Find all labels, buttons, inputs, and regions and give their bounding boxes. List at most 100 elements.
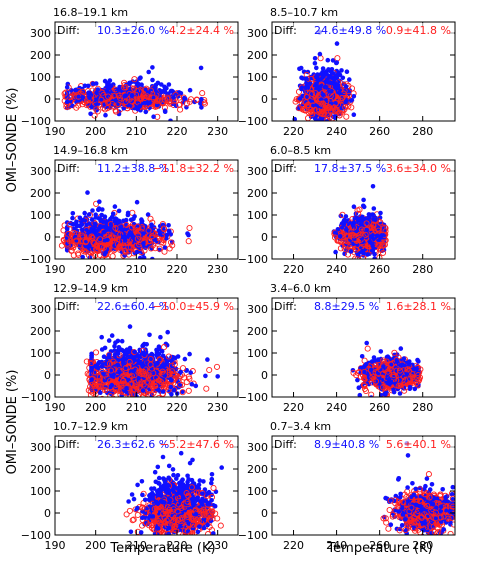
filled-point <box>109 224 114 230</box>
filled-point <box>112 218 117 224</box>
x-tick-label: 280 <box>412 125 433 138</box>
open-point <box>112 235 119 242</box>
y-tick-label: 300 <box>247 165 268 178</box>
filled-point <box>107 85 112 91</box>
filled-point <box>164 232 170 238</box>
open-point <box>147 215 154 222</box>
open-point <box>105 231 112 238</box>
filled-point <box>127 80 133 86</box>
filled-point <box>77 215 83 221</box>
filled-point <box>68 88 74 93</box>
open-point <box>295 88 303 95</box>
open-point <box>317 55 324 62</box>
filled-point <box>319 117 325 121</box>
open-point <box>362 231 369 238</box>
y-tick-label: −100 <box>21 115 51 128</box>
open-point <box>137 96 144 103</box>
filled-point <box>125 210 131 216</box>
open-point <box>351 260 356 265</box>
filled-point <box>314 75 320 80</box>
filled-point <box>159 89 165 94</box>
filled-point <box>372 217 378 222</box>
filled-point <box>129 92 135 98</box>
filled-point <box>70 221 76 227</box>
filled-point <box>64 226 70 232</box>
open-point <box>160 225 167 232</box>
filled-point <box>147 100 152 105</box>
open-point <box>109 101 116 108</box>
filled-point <box>300 76 306 81</box>
y-tick-label: 0 <box>44 231 51 244</box>
y-tick-label: 0 <box>261 93 268 106</box>
filled-point <box>152 237 157 242</box>
filled-point <box>84 222 89 227</box>
filled-point <box>370 212 376 217</box>
filled-point <box>116 220 121 225</box>
open-point <box>305 101 312 108</box>
filled-point <box>347 77 352 82</box>
open-point <box>117 94 124 102</box>
filled-point <box>137 103 143 109</box>
open-point <box>356 231 363 238</box>
open-point <box>84 100 91 107</box>
filled-point <box>107 78 113 83</box>
filled-point <box>324 71 329 77</box>
open-point <box>145 238 152 245</box>
filled-point <box>320 70 325 75</box>
filled-point <box>372 256 377 259</box>
open-point <box>199 90 206 97</box>
open-point <box>358 226 365 233</box>
filled-point <box>65 265 70 270</box>
y-tick-label: −100 <box>238 253 268 266</box>
filled-point <box>80 254 85 259</box>
open-point <box>100 244 107 251</box>
open-point <box>303 93 310 100</box>
open-point <box>106 122 111 127</box>
filled-point <box>368 234 374 239</box>
filled-point <box>365 252 371 257</box>
x-tick-label: 190 <box>45 263 66 276</box>
filled-point <box>149 222 154 227</box>
open-point <box>121 84 128 91</box>
filled-point <box>326 80 332 85</box>
y-tick-label: 100 <box>30 209 51 222</box>
open-point <box>82 239 89 246</box>
open-point <box>149 233 156 240</box>
open-point <box>89 87 96 94</box>
open-point <box>342 104 349 111</box>
filled-point <box>314 65 319 71</box>
filled-point <box>298 96 303 101</box>
open-point <box>327 107 334 114</box>
filled-point <box>312 56 318 61</box>
x-tick-label: 240 <box>326 125 347 138</box>
filled-point <box>314 81 319 87</box>
x-tick-label: 240 <box>326 263 347 276</box>
filled-point <box>359 235 365 241</box>
open-point <box>161 96 169 103</box>
open-point <box>138 225 145 232</box>
open-point <box>167 239 175 246</box>
filled-point <box>134 249 140 255</box>
filled-point <box>87 255 93 259</box>
filled-point <box>120 234 126 240</box>
filled-point <box>171 95 176 100</box>
y-axis-label: OMI–SONDE (%) <box>5 88 20 193</box>
open-point <box>99 256 106 259</box>
open-point <box>345 92 353 99</box>
filled-point <box>367 240 373 245</box>
open-point <box>359 260 364 265</box>
open-point <box>112 224 119 232</box>
filled-point <box>97 199 102 204</box>
filled-point <box>121 106 126 111</box>
y-tick-label: −100 <box>238 115 268 128</box>
filled-point <box>93 212 98 217</box>
panel-title: 12.9–14.9 km <box>53 282 128 295</box>
filled-point <box>113 98 119 103</box>
filled-point <box>157 231 163 237</box>
open-point <box>363 220 370 227</box>
filled-point <box>351 204 357 209</box>
filled-point <box>315 118 320 121</box>
open-point <box>308 75 315 82</box>
open-point <box>164 96 171 103</box>
